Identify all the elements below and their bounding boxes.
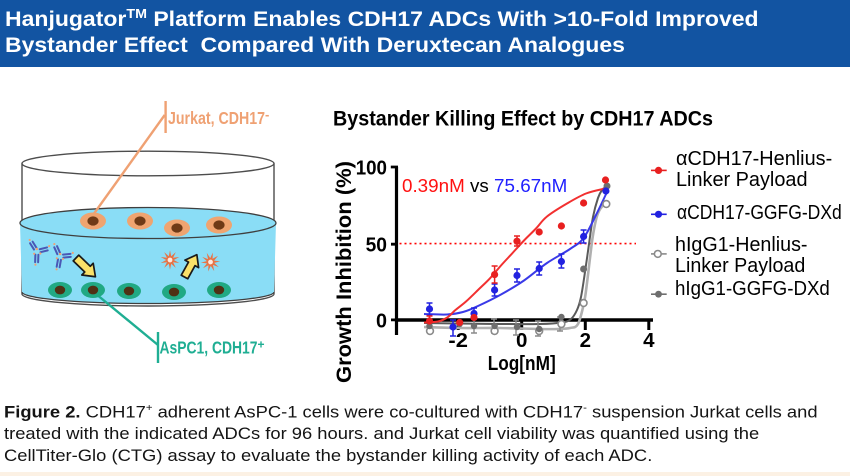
svg-text:4: 4 [643,329,655,352]
svg-text:Jurkat, CDH17-: Jurkat, CDH17- [168,107,269,128]
svg-text:Growth Inhibition (%): Growth Inhibition (%) [333,161,356,383]
svg-text:2: 2 [580,329,591,352]
svg-text:0: 0 [516,329,527,352]
svg-text:50: 50 [366,234,387,257]
svg-text:Bystander Killing Effect by CD: Bystander Killing Effect by CDH17 ADCs [333,108,713,131]
svg-text:0: 0 [376,310,387,333]
svg-text:Log[nM]: Log[nM] [488,352,556,375]
svg-text:-2: -2 [448,329,468,352]
svg-text:AsPC1, CDH17+: AsPC1, CDH17+ [160,338,265,358]
svg-text:100: 100 [356,156,387,179]
